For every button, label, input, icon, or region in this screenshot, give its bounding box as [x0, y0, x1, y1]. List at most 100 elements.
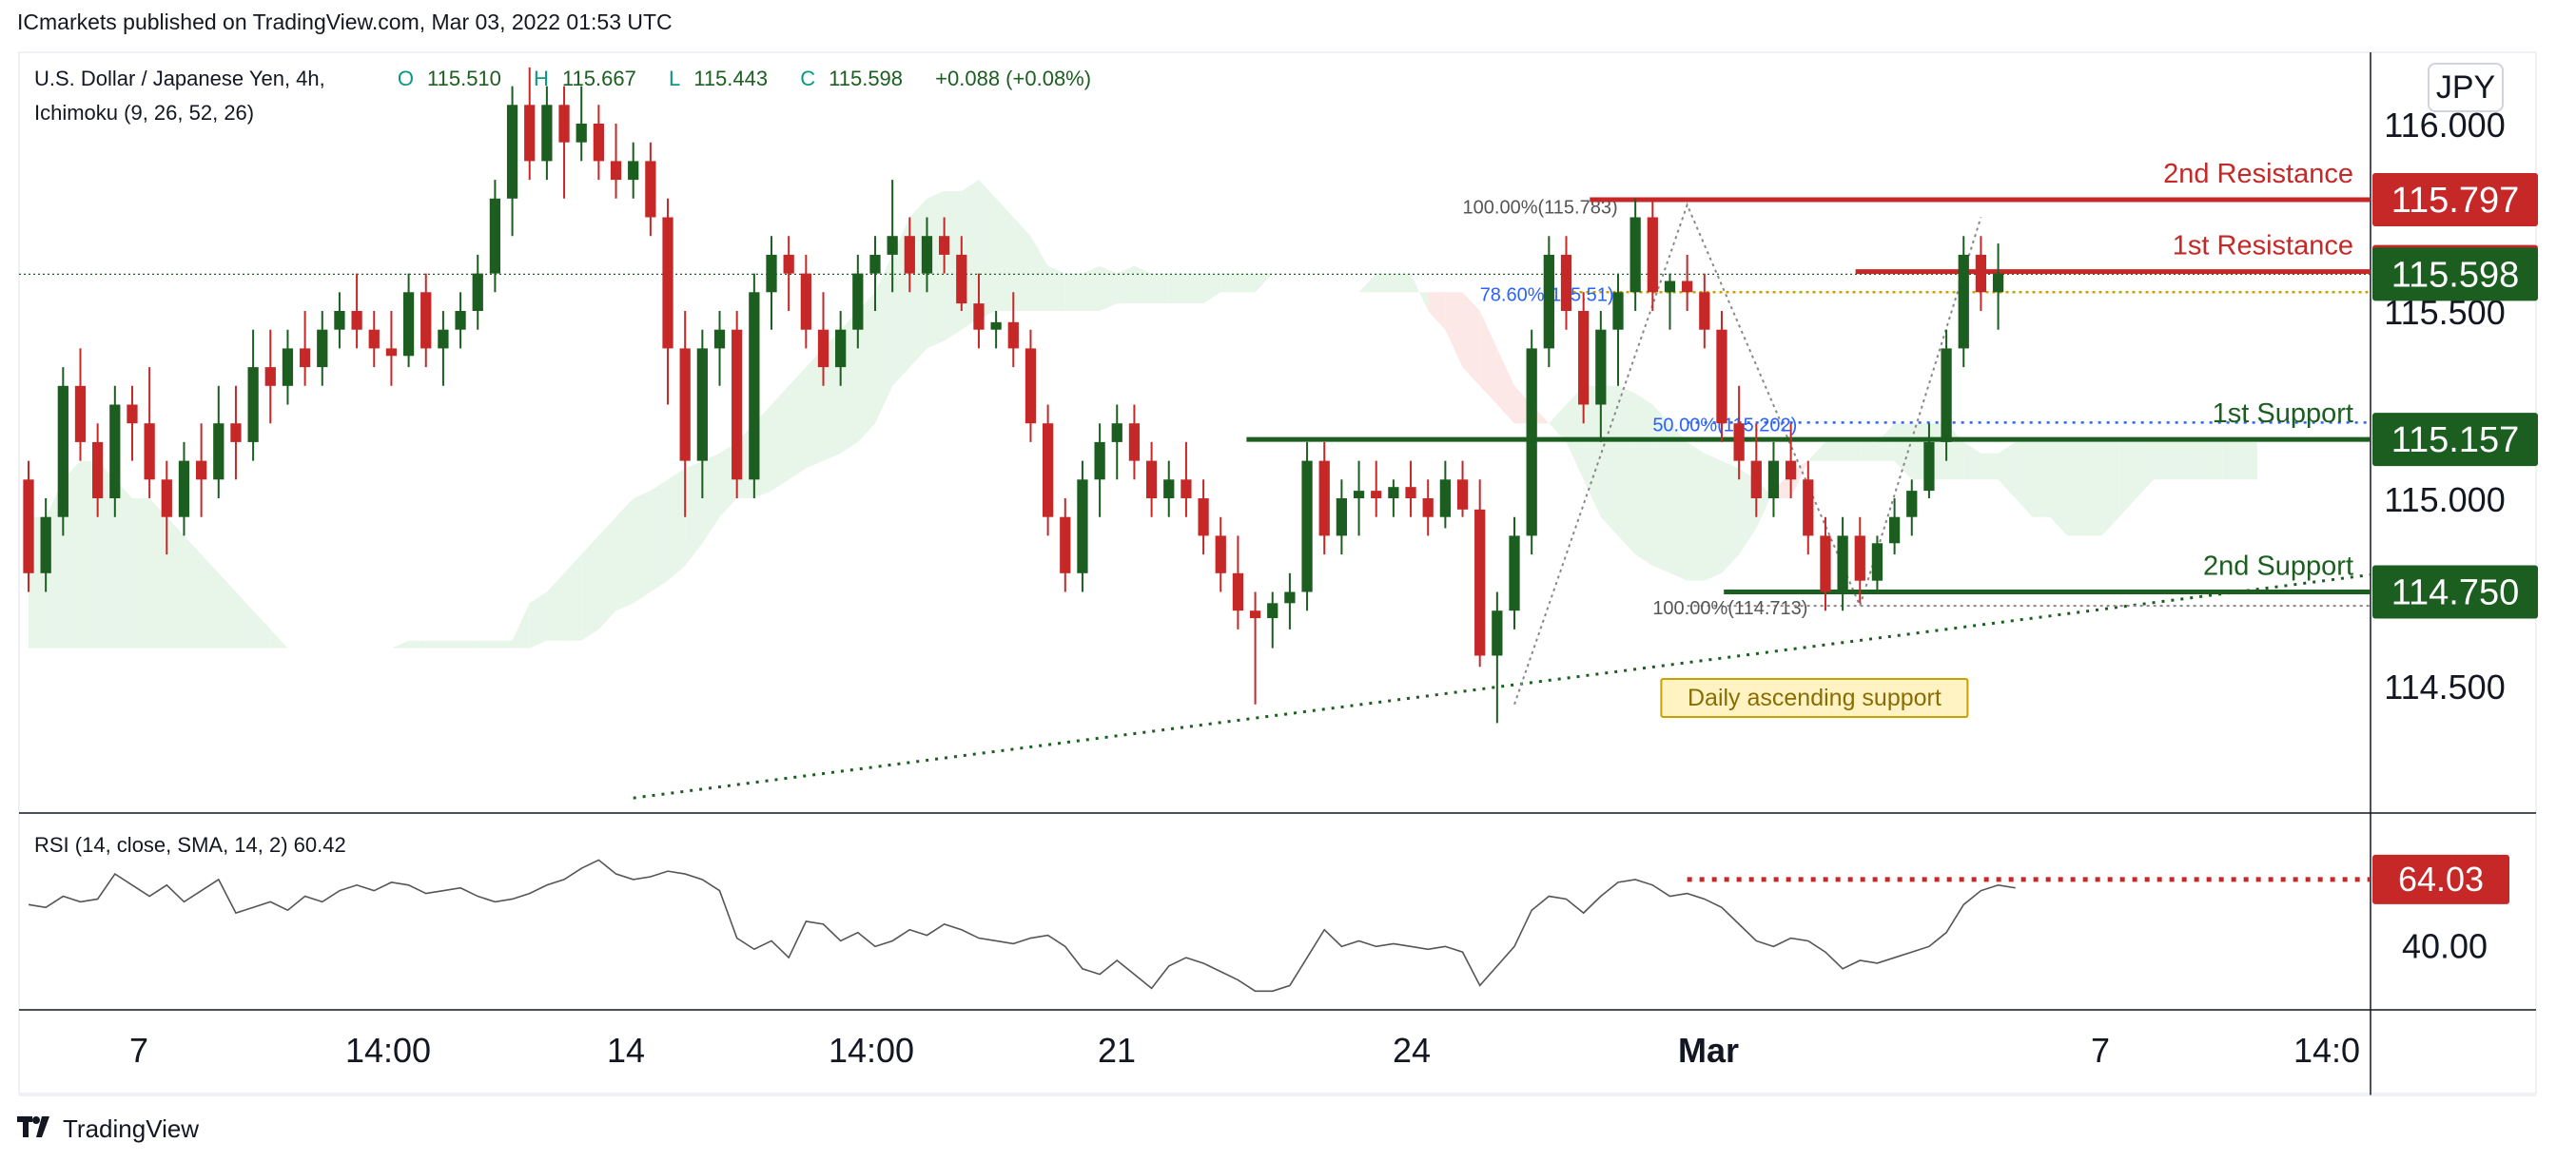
cloud-segment	[425, 640, 443, 649]
cloud-segment	[1721, 460, 1740, 573]
candle-body	[1612, 292, 1624, 330]
candle-body	[1456, 479, 1469, 510]
cloud-segment	[2032, 441, 2051, 517]
cloud-segment	[1445, 292, 1463, 368]
candle-body	[610, 161, 622, 181]
cloud-segment	[1393, 273, 1412, 293]
candle-body	[489, 198, 501, 274]
cloud-segment	[874, 254, 893, 424]
candle-body	[1318, 460, 1330, 536]
close-label: C	[800, 67, 816, 90]
candle-body	[1215, 535, 1226, 573]
candle-body	[402, 292, 415, 357]
candle-body	[109, 404, 121, 498]
indicator-legend: Ichimoku (9, 26, 52, 26)	[34, 101, 255, 125]
candle-body	[1595, 329, 1607, 405]
candle-body	[127, 404, 138, 424]
cloud-segment	[1998, 441, 2016, 498]
currency-button[interactable]: JPY	[2428, 63, 2504, 112]
fib-label: 100.00%(115.783)	[1463, 197, 1618, 218]
price-axis: 116.000115.500115.000114.500115.797115.6…	[2372, 106, 2538, 707]
cloud-segment	[1566, 385, 1584, 480]
candle-body	[558, 105, 570, 143]
cloud-segment	[80, 460, 98, 649]
candle-body	[1716, 329, 1727, 424]
price-label-text: 114.750	[2391, 573, 2520, 613]
candle-body	[1975, 254, 1987, 293]
candle-body	[887, 236, 898, 255]
level-label: 2nd Resistance	[2163, 159, 2353, 189]
time-axis: 7 14:00 14 14:00 21 24 Mar 7 14:0	[129, 1031, 2360, 1070]
candle-body	[455, 311, 466, 330]
rsi-pane: 64.03 40.00	[28, 854, 2509, 993]
cloud-segment	[2222, 441, 2240, 480]
price-tick-label: 116.000	[2384, 106, 2505, 145]
candle-body	[506, 105, 518, 199]
cloud-segment	[1687, 441, 1705, 581]
candle-body	[1682, 281, 1693, 293]
candle-body	[524, 105, 536, 162]
candle-body	[749, 292, 760, 480]
cloud-segment	[442, 640, 461, 649]
candle-body	[817, 329, 829, 368]
cloud-segment	[460, 640, 478, 649]
level-label: 2nd Support	[2203, 552, 2353, 582]
candle-body	[420, 292, 432, 349]
cloud-segment	[2239, 441, 2258, 480]
cloud-segment	[97, 460, 115, 649]
cloud-segment	[1030, 236, 1048, 311]
cloud-segment	[685, 460, 703, 566]
cloud-segment	[495, 640, 513, 649]
cloud-segment	[2171, 441, 2189, 480]
candle-body	[1560, 254, 1572, 311]
candle-body	[1371, 491, 1382, 498]
cloud-segment	[1376, 273, 1394, 293]
tradingview-wordmark: TradingView	[63, 1114, 200, 1143]
candle-body	[1941, 348, 1952, 442]
time-tick-label: 24	[1393, 1031, 1431, 1070]
cloud-segment	[702, 453, 720, 544]
candle-body	[1111, 423, 1122, 442]
candle-body	[1301, 460, 1313, 592]
cloud-segment	[1496, 348, 1515, 424]
cloud-segment	[1981, 453, 1999, 480]
cloud-segment	[1963, 441, 1981, 480]
candle-body	[1042, 423, 1054, 517]
cloud-segment	[1168, 273, 1186, 304]
level-label: 1st Resistance	[2173, 231, 2353, 261]
cloud-segment	[529, 591, 547, 649]
candle-body	[317, 329, 328, 368]
cloud-segment	[546, 572, 565, 641]
candle-body	[1750, 460, 1762, 498]
candle-body	[1647, 217, 1658, 293]
candle-body	[1422, 498, 1434, 517]
price-label-box	[2372, 172, 2538, 226]
open-label: O	[397, 67, 415, 90]
cloud-segment	[1100, 265, 1118, 311]
candle-body	[178, 460, 190, 517]
cloud-segment	[1583, 385, 1601, 517]
cloud-segment	[478, 640, 496, 649]
time-tick-label: Mar	[1678, 1031, 1739, 1070]
candle-body	[1854, 535, 1865, 581]
candle-body	[783, 254, 794, 274]
candle-body	[939, 236, 950, 255]
cloud-segment	[1324, 273, 1342, 293]
candle-body	[800, 273, 811, 330]
time-tick-label: 14	[607, 1031, 645, 1070]
level-label: 1st Support	[2213, 398, 2353, 429]
low-label: L	[668, 67, 681, 90]
candle-body	[230, 423, 242, 442]
candle-body	[299, 348, 311, 368]
cloud-segment	[806, 348, 824, 469]
tradingview-logo[interactable]: TradingView	[17, 1114, 199, 1144]
cloud-segment	[789, 367, 807, 480]
rsi-level-text: 64.03	[2398, 860, 2484, 899]
candle-body	[541, 105, 553, 162]
cloud-segment	[996, 198, 1014, 311]
candle-body	[1543, 254, 1554, 349]
candle-body	[921, 236, 933, 274]
candle-body	[852, 273, 864, 330]
candle-body	[1077, 479, 1088, 573]
